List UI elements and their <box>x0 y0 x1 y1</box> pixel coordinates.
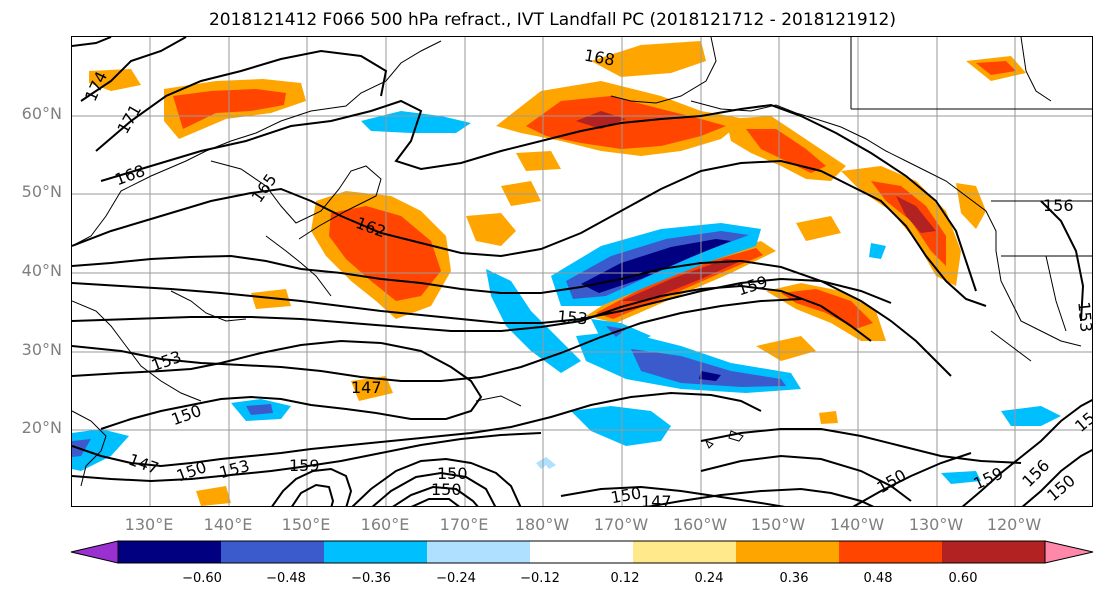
shade-positive <box>956 183 986 229</box>
contour-label: 150 <box>169 401 204 429</box>
colorbar-swatch <box>839 541 943 563</box>
lon-label-150e: 150°E <box>281 515 331 534</box>
map-panel: 174 171 168 165 162 168 159 156 153 153 … <box>71 36 1093 507</box>
lat-label-40n: 40°N <box>21 261 62 280</box>
shade-positive <box>896 196 936 233</box>
colorbar-tick-label: −0.60 <box>182 571 222 586</box>
lon-label-120w: 120°W <box>986 515 1042 534</box>
colorbar-tick-label: −0.36 <box>351 571 391 586</box>
shade-positive <box>756 336 816 361</box>
colorbar-tick-label: −0.12 <box>520 571 560 586</box>
lon-label-180w: 180°W <box>514 515 570 534</box>
contour-label: 168 <box>583 46 616 70</box>
shade-negative <box>571 406 671 446</box>
colorbar-tick-label: 0.60 <box>948 571 978 586</box>
shade-positive <box>871 181 946 266</box>
colorbar-swatch <box>118 541 222 563</box>
lon-label-160w: 160°W <box>672 515 728 534</box>
lat-label-30n: 30°N <box>21 340 62 359</box>
contour-label: 150 <box>431 480 462 499</box>
contour-label: 159 <box>970 463 1006 493</box>
colorbar-tick-label: 0.24 <box>694 571 724 586</box>
shade-negative <box>1001 406 1061 426</box>
contour-label: 147 <box>351 378 382 397</box>
lon-label-150w: 150°W <box>750 515 806 534</box>
colorbar-swatch <box>530 541 634 563</box>
graticule <box>72 37 1092 506</box>
lon-label-140e: 140°E <box>203 515 253 534</box>
contour-label: 165 <box>248 170 281 206</box>
map-canvas: 174 171 168 165 162 168 159 156 153 153 … <box>72 37 1093 507</box>
shade-positive <box>621 259 741 301</box>
colorbar-tick-label: 0.12 <box>610 571 640 586</box>
lat-label-60n: 60°N <box>21 104 62 123</box>
lat-label-50n: 50°N <box>21 182 62 201</box>
colorbar-swatch <box>427 541 531 563</box>
shade-negative <box>72 439 91 457</box>
contour-label: 159 <box>735 272 770 300</box>
colorbar-swatch <box>633 541 737 563</box>
lon-label-130w: 130°W <box>908 515 964 534</box>
colorbar-swatch <box>324 541 428 563</box>
contour-label: 147 <box>641 492 672 507</box>
shade-negative <box>631 349 786 387</box>
colorbar-tick-label: −0.24 <box>436 571 476 586</box>
colorbar <box>70 540 1094 564</box>
contour-label: 153 <box>149 347 184 375</box>
shade-positive <box>796 216 841 241</box>
colorbar-tick-label: −0.48 <box>266 571 306 586</box>
shade-positive <box>591 41 706 77</box>
lon-label-130e: 130°E <box>124 515 174 534</box>
shade-positive <box>746 129 826 173</box>
colorbar-swatch <box>1044 540 1094 564</box>
lon-label-160e: 160°E <box>360 515 410 534</box>
colorbar-swatch <box>942 541 1046 563</box>
shade-positive <box>329 206 441 301</box>
shade-positive <box>89 69 141 91</box>
colorbar-swatch <box>70 540 119 564</box>
height-contours <box>72 37 1092 506</box>
shade-negative <box>246 404 273 415</box>
shade-positive <box>466 213 516 246</box>
contour-label: 153 <box>556 307 588 329</box>
shade-positive <box>196 486 231 506</box>
contour-label: 159 <box>289 456 320 475</box>
contour-label: 147 <box>126 450 161 478</box>
colorbar-tick-label: 0.36 <box>779 571 809 586</box>
coastlines <box>72 37 1092 487</box>
lon-label-170w: 170°W <box>593 515 649 534</box>
colorbar-swatch <box>736 541 840 563</box>
contour-label: 150 <box>437 464 468 483</box>
shade-negative <box>941 471 981 484</box>
contour-label: 156 <box>1043 196 1074 215</box>
colorbar-swatch <box>221 541 325 563</box>
lon-label-140w: 140°W <box>829 515 885 534</box>
contour-label: 168 <box>112 161 147 189</box>
shade-negative <box>869 243 886 259</box>
shade-negative <box>486 269 581 373</box>
shade-positive <box>516 151 561 171</box>
contour-label: 150 <box>609 483 642 507</box>
shade-negative <box>536 457 556 469</box>
contour-label: 153 <box>1074 301 1093 333</box>
contour-label: 150 <box>174 457 209 485</box>
shade-negative <box>699 371 721 381</box>
map-title: 2018121412 F066 500 hPa refract., IVT La… <box>208 10 896 30</box>
contour-label: 15 <box>1071 408 1093 436</box>
lat-label-20n: 20°N <box>21 418 62 437</box>
shade-positive <box>351 376 393 401</box>
shade-negative <box>361 111 471 133</box>
colorbar-tick-label: 0.48 <box>863 571 893 586</box>
colorbar-outline <box>117 540 1046 564</box>
contour-label: 153 <box>217 456 251 482</box>
contour-label: 150 <box>1043 471 1079 505</box>
lon-label-170e: 170°E <box>439 515 489 534</box>
shade-positive <box>841 166 961 286</box>
shade-positive <box>976 61 1016 75</box>
shade-positive <box>819 411 838 424</box>
